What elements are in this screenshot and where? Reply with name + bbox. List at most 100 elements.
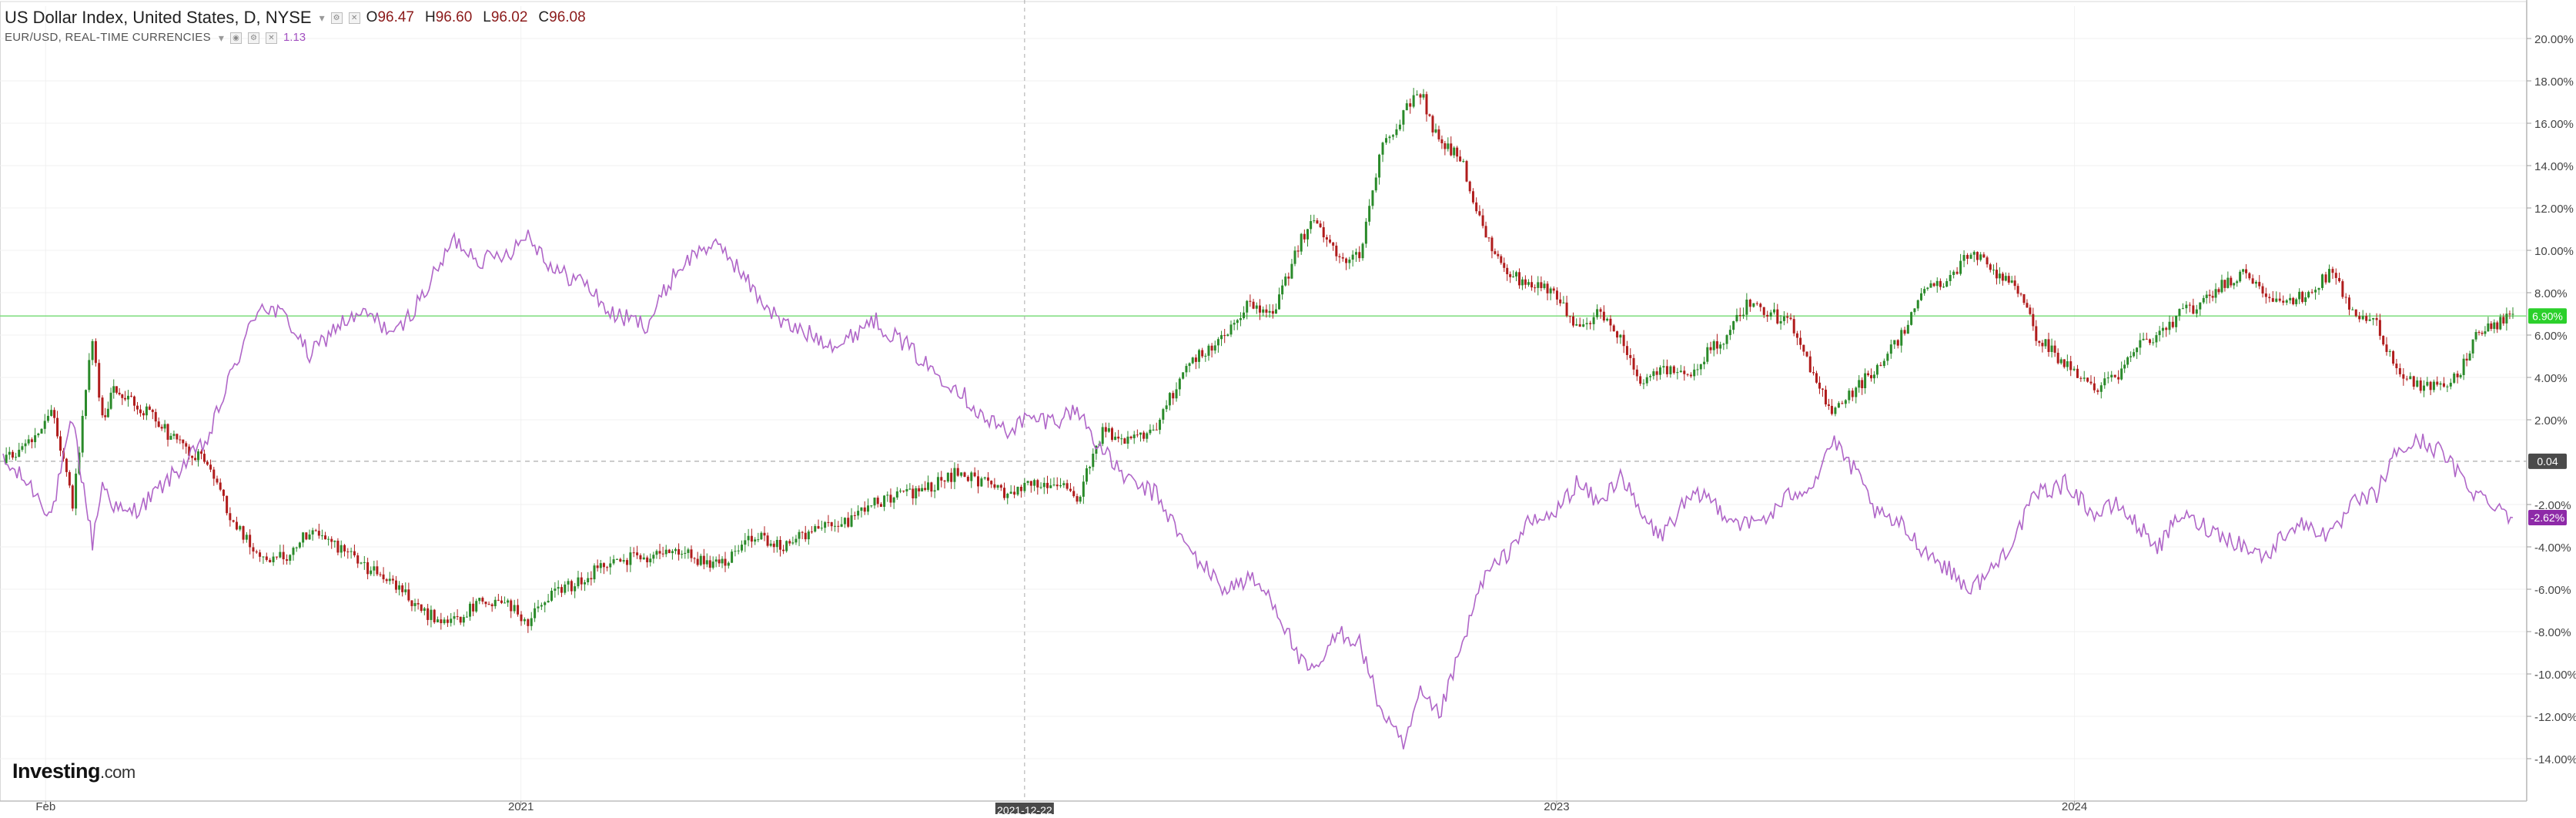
candle-body xyxy=(791,542,795,544)
candle-body xyxy=(696,558,699,565)
candle-body xyxy=(1079,496,1082,502)
candlestick xyxy=(1939,278,1942,290)
candlestick xyxy=(1453,146,1456,159)
candle-body xyxy=(2044,339,2047,347)
candle-body xyxy=(123,397,126,400)
candlestick xyxy=(1683,366,1686,381)
candle-body xyxy=(1351,254,1354,260)
candle-body xyxy=(1255,305,1258,309)
candlestick xyxy=(1072,486,1076,498)
candle-body xyxy=(2220,280,2223,293)
candlestick xyxy=(382,567,385,583)
candlestick xyxy=(1527,279,1530,287)
candlestick xyxy=(655,549,658,559)
candlestick xyxy=(1345,257,1348,270)
close-icon[interactable]: ✕ xyxy=(348,12,360,24)
candle-body xyxy=(2230,277,2233,286)
candlestick xyxy=(172,430,176,440)
candlestick xyxy=(1742,307,1745,319)
candle-body xyxy=(523,619,526,622)
candlestick xyxy=(1201,347,1204,359)
candlestick xyxy=(734,545,737,557)
candle-body xyxy=(2168,321,2171,330)
candle-body xyxy=(1368,206,1371,222)
candle-body xyxy=(2307,291,2310,298)
chevron-down-icon[interactable]: ▾ xyxy=(218,32,224,44)
candlestick xyxy=(2502,313,2505,326)
candlestick xyxy=(899,488,902,494)
candlestick xyxy=(2365,313,2368,324)
candle-body xyxy=(2358,316,2361,320)
main-series-legend[interactable]: US Dollar Index, United States, D, NYSE … xyxy=(5,8,586,28)
chevron-down-icon[interactable]: ▾ xyxy=(319,12,325,24)
candle-body xyxy=(50,410,53,416)
candlestick xyxy=(503,596,507,604)
candlestick xyxy=(2310,289,2313,294)
candle-body xyxy=(1165,405,1168,410)
candlestick xyxy=(255,549,258,555)
candle-body xyxy=(1830,405,1833,414)
candle-body xyxy=(1592,317,1595,324)
candle-body xyxy=(2487,323,2490,332)
candlestick xyxy=(1969,253,1972,260)
candlestick xyxy=(711,556,714,570)
candlestick xyxy=(1929,280,1932,288)
candle-body xyxy=(1932,283,1935,287)
candle-body xyxy=(298,542,301,548)
candlestick xyxy=(1216,337,1219,353)
candlestick xyxy=(2251,274,2254,284)
candle-body xyxy=(847,518,850,527)
candlestick xyxy=(1456,146,1459,163)
candle-body xyxy=(750,535,753,542)
candle-body xyxy=(1752,303,1755,307)
candle-body xyxy=(2035,326,2038,341)
candlestick xyxy=(1812,366,1815,376)
candle-body xyxy=(1706,347,1709,362)
investing-logo[interactable]: Investing.com xyxy=(12,759,135,783)
candle-body xyxy=(1693,369,1696,377)
candlestick xyxy=(1322,221,1325,243)
candle-body xyxy=(2214,289,2217,298)
candle-body xyxy=(1712,341,1715,350)
candle-body xyxy=(1812,372,1815,374)
settings-icon[interactable]: ⚙ xyxy=(247,32,259,44)
candlestick xyxy=(1428,113,1431,117)
candlestick xyxy=(1271,304,1274,319)
candle-body xyxy=(757,539,760,541)
candle-body xyxy=(1552,288,1555,291)
candle-body xyxy=(1185,366,1188,373)
overlay-series-legend[interactable]: EUR/USD, REAL-TIME CURRENCIES ▾ ◉ ⚙ ✕ 1.… xyxy=(5,28,586,48)
candlestick xyxy=(2076,364,2079,378)
candle-body xyxy=(1036,480,1039,488)
candlestick xyxy=(1419,92,1422,105)
candlestick xyxy=(1361,242,1364,261)
candlestick xyxy=(677,543,681,561)
candlestick xyxy=(1290,259,1293,280)
candle-body xyxy=(587,578,590,582)
candlestick xyxy=(1669,365,1672,378)
candle-body xyxy=(1252,301,1255,309)
candlestick xyxy=(1625,340,1628,360)
candlestick xyxy=(1152,424,1155,431)
candlestick xyxy=(632,547,635,558)
candle-body xyxy=(924,488,927,490)
candle-body xyxy=(1609,318,1612,326)
candle-body xyxy=(609,563,612,568)
candlestick xyxy=(417,598,420,610)
eye-icon[interactable]: ◉ xyxy=(229,32,242,44)
candlestick xyxy=(2073,366,2076,372)
candle-body xyxy=(1066,483,1069,489)
candlestick xyxy=(104,407,107,421)
candlestick xyxy=(1945,278,1949,288)
candlestick xyxy=(497,593,500,602)
settings-icon[interactable]: ⚙ xyxy=(330,12,343,24)
candle-body xyxy=(2010,280,2013,283)
close-icon[interactable]: ✕ xyxy=(265,32,277,44)
candlestick xyxy=(2041,340,2044,353)
candle-body xyxy=(2436,381,2439,385)
candlestick xyxy=(705,553,708,568)
candlestick xyxy=(2298,288,2301,304)
candle-body xyxy=(1136,434,1139,436)
